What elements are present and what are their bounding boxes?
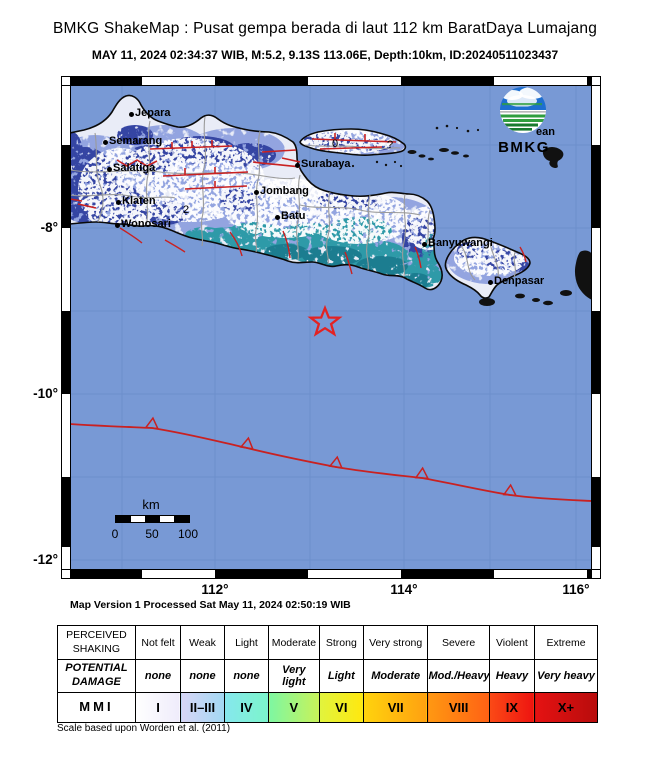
page-title: BMKG ShakeMap : Pusat gempa berada di la… [52,20,598,37]
scalebar-tick-label: 0 [111,527,119,541]
admin-boundaries [70,116,516,281]
scalebar-segment [145,516,160,522]
city-label-jombang: Jombang [260,185,309,197]
legend-cell: none [134,659,182,693]
scalebar-segment [159,516,175,522]
map-graphic [70,85,592,570]
y-axis-tick-label: -10° [33,386,58,401]
map-frame-bottom [61,569,601,579]
y-axis-tick-label: -8° [40,220,58,235]
map-annotation: 2 [183,204,190,216]
city-marker-wonosari [114,222,120,228]
city-marker-jepara [128,111,134,117]
legend-cell: Very heavy [534,659,598,693]
scalebar-tick-label: 50 [145,527,159,541]
bmkg-logo-text: BMKG [498,139,550,156]
city-label-banyuwangi: Banyuwangi [428,237,493,249]
city-label-salatiga: Salatiga [113,162,156,174]
city-label-semarang: Semarang [109,135,163,147]
city-label-denpasar: Denpasar [494,275,545,287]
epicenter-star [307,304,343,337]
city-marker-denpasar [487,279,493,285]
city-marker-klaten [115,199,121,205]
city-label-surabaya: Surabaya [301,158,351,170]
legend-cell: Very strong [362,625,429,660]
page-subtitle: MAY 11, 2024 02:34:37 WIB, M:5.2, 9.13S … [91,48,559,62]
legend-cell: Light [318,659,364,693]
scalebar-tick-label: 100 [177,527,199,541]
scalebar-segment [116,516,131,522]
map-annotation: ? [387,139,394,151]
map-annotation: 0 [332,138,339,150]
scalebar-unit-label: km [142,497,160,512]
legend-cell: none [223,659,270,693]
city-label-batu: Batu [281,210,306,222]
frame-corner [591,569,601,579]
legend-cell: Mod./Heavy [427,659,490,693]
legend-cell: Very light [268,659,320,693]
legend-cell: V [268,692,320,723]
legend-cell: Strong [318,625,364,660]
legend-cell: IX [488,692,536,723]
scalebar-segment [174,516,189,522]
frame-corner [61,569,71,579]
map-version-text: Map Version 1 Processed Sat May 11, 2024… [70,599,351,611]
legend-cell: Weak [180,625,225,660]
y-axis-tick-label: -12° [33,552,58,567]
frame-corner [61,76,71,86]
scalebar-segment [130,516,146,522]
legend-row-header: PERCEIVED SHAKING [57,625,136,660]
x-axis-tick-label: 114° [390,582,418,597]
legend-cell: Severe [427,625,490,660]
legend-cell: Not felt [134,625,182,660]
legend-cell: Heavy [488,659,536,693]
map-frame-left [61,84,71,571]
city-label-jepara: Jepara [135,107,171,119]
city-label-klaten: Klaten [122,195,156,207]
frame-corner [591,76,601,86]
legend-cell: none [180,659,225,693]
legend-cell: Light [223,625,270,660]
legend-row-header: MMI [57,692,136,723]
legend-cell: VIII [427,692,490,723]
x-axis-tick-label: 116° [562,582,590,597]
legend-cell: II–III [180,692,225,723]
map-frame-right [591,84,601,571]
map-annotation: ean [536,126,555,138]
legend-cell: VI [318,692,364,723]
city-marker-jombang [253,189,259,195]
legend-cell: Moderate [362,659,429,693]
city-marker-salatiga [106,166,112,172]
city-marker-surabaya [294,162,300,168]
city-marker-batu [274,214,280,220]
legend-cell: Violent [488,625,536,660]
bmkg-logo [500,87,546,133]
scalebar [115,515,190,523]
city-marker-banyuwangi [421,241,427,247]
legend-cell: Moderate [268,625,320,660]
city-marker-semarang [102,139,108,145]
small-islands [338,124,592,306]
mmi-legend-table: PERCEIVED SHAKING Not felt Weak Light Moderat… [57,625,598,723]
trench-line [70,416,592,502]
x-axis-tick-label: 112° [201,582,229,597]
legend-cell: X+ [534,692,598,723]
map-frame-top [61,76,601,86]
legend-cell: VII [362,692,429,723]
legend-footnote: Scale based upon Worden et al. (2011) [57,723,231,734]
legend-cell: Extreme [534,625,598,660]
coastline [70,94,531,299]
legend-row-header: POTENTIAL DAMAGE [57,659,136,693]
city-label-wonosari: Wonosari [121,218,171,230]
legend-cell: I [134,692,182,723]
legend-cell: IV [223,692,270,723]
